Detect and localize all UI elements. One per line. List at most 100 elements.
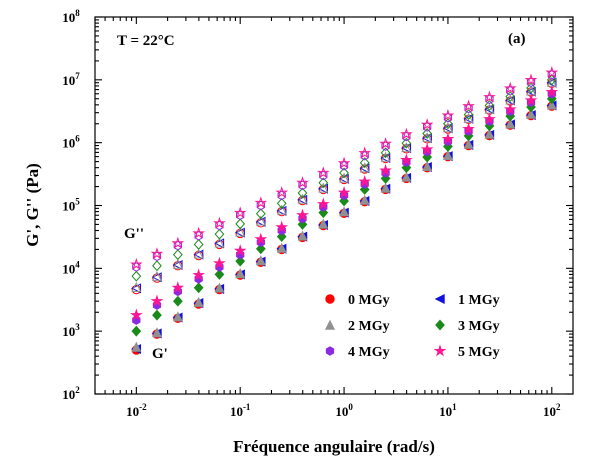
legend-marker: [434, 293, 445, 305]
point-gdouble-5-mgy: [275, 186, 289, 199]
point-gprime-3-mgy: [235, 255, 246, 267]
legend-marker: [435, 319, 445, 331]
point-gprime-5-mgy: [400, 153, 413, 166]
point-gprime-5-mgy: [545, 85, 559, 98]
point-gprime-2-mgy: [255, 255, 266, 266]
point-gdouble-5-mgy: [462, 99, 475, 112]
point-gdouble-1-mgy: [380, 152, 391, 164]
point-gprime-2-mgy: [193, 296, 204, 307]
point-gdouble-2-mgy: [172, 258, 183, 269]
point-gprime-5-mgy: [316, 197, 330, 210]
point-gdouble-5-mgy: [296, 176, 309, 189]
point-gdouble-3-mgy: [443, 118, 453, 130]
point-gdouble-2-mgy: [297, 193, 308, 204]
point-gprime-2-mgy: [318, 218, 329, 229]
point-gdouble-4-mgy: [277, 190, 286, 201]
point-gdouble-2-mgy: [131, 281, 142, 292]
point-gdouble-3-mgy: [359, 157, 370, 169]
point-gdouble-3-mgy: [318, 177, 329, 189]
point-gprime-3-mgy: [546, 93, 557, 105]
point-gprime-5-mgy: [130, 308, 143, 321]
point-gprime-3-mgy: [214, 268, 225, 280]
y-tick-label: 108: [62, 8, 80, 25]
point-gprime-2-mgy: [380, 182, 391, 193]
point-gprime-2-mgy: [422, 161, 433, 172]
point-gdouble-4-mgy: [215, 220, 224, 231]
point-gdouble-5-mgy: [171, 236, 185, 249]
temperature-annotation: T = 22°C: [117, 33, 175, 49]
point-gdouble-3-mgy: [546, 74, 557, 86]
point-gdouble-3-mgy: [380, 147, 391, 159]
point-gdouble-4-mgy: [360, 150, 369, 161]
point-gprime-5-mgy: [275, 220, 289, 233]
point-gdouble-5-mgy: [503, 81, 517, 94]
point-gprime-3-mgy: [193, 282, 204, 294]
x-tick-label: 102: [543, 402, 561, 419]
x-axis-title: Fréquence angulaire (rad/s): [233, 437, 435, 456]
point-gdouble-5-mgy: [337, 156, 351, 169]
point-gdouble-5-mgy: [192, 226, 205, 239]
point-gdouble-4-mgy: [152, 251, 162, 262]
point-gdouble-5-mgy: [150, 247, 164, 260]
point-gdouble-1-mgy: [214, 238, 225, 249]
axes-ticks: [94, 16, 573, 395]
point-gprime-5-mgy: [503, 102, 517, 115]
point-gdouble-4-mgy: [443, 112, 453, 123]
point-gprime-3-mgy: [255, 243, 266, 255]
point-gdouble-1-mgy: [463, 113, 474, 124]
point-gdouble-5-mgy: [545, 66, 559, 79]
point-gdouble-5-mgy: [420, 118, 434, 131]
point-gdouble-2-mgy: [151, 270, 162, 281]
point-gdouble-3-mgy: [463, 109, 474, 121]
point-gprime-5-mgy: [483, 112, 496, 125]
panel-label: (a): [508, 31, 526, 47]
point-gdouble-4-mgy: [339, 160, 349, 171]
y-axis-title: G', G'' (Pa): [23, 163, 42, 247]
point-gprime-2-mgy: [442, 149, 453, 160]
g-prime-label: G': [152, 346, 168, 362]
point-gdouble-4-mgy: [319, 170, 328, 181]
point-gdouble-5-mgy: [130, 257, 143, 270]
legend-label: 1 MGy: [458, 293, 500, 308]
point-gprime-2-mgy: [505, 118, 516, 129]
point-gdouble-4-mgy: [547, 70, 556, 80]
point-gdouble-3-mgy: [526, 82, 536, 94]
point-gdouble-5-mgy: [233, 206, 247, 219]
x-tick-label: 101: [439, 402, 457, 419]
point-gdouble-3-mgy: [297, 187, 308, 199]
point-gdouble-1-mgy: [484, 104, 495, 115]
point-gdouble-1-mgy: [421, 133, 432, 144]
point-gdouble-1-mgy: [193, 249, 204, 260]
point-gprime-5-mgy: [462, 122, 475, 135]
point-gprime-5-mgy: [171, 281, 185, 294]
point-gdouble-1-mgy: [131, 283, 142, 294]
point-gdouble-3-mgy: [214, 228, 225, 240]
point-gdouble-1-mgy: [151, 272, 162, 283]
legend-marker: [325, 346, 335, 356]
point-gprime-5-mgy: [379, 163, 392, 176]
point-gdouble-4-mgy: [381, 141, 390, 151]
point-gdouble-4-mgy: [194, 230, 203, 241]
point-gdouble-2-mgy: [276, 204, 287, 215]
legend-marker: [325, 294, 335, 304]
y-tick-label: 106: [62, 134, 80, 151]
point-gdouble-3-mgy: [339, 167, 349, 179]
point-gprime-2-mgy: [526, 108, 537, 119]
point-gdouble-1-mgy: [401, 143, 412, 154]
x-tick-label: 10-2: [126, 402, 147, 419]
point-gdouble-4-mgy: [526, 77, 536, 88]
point-gdouble-3-mgy: [193, 238, 204, 250]
y-tick-labels: 102 103 104 105 106 107 108: [62, 8, 80, 402]
point-gprime-5-mgy: [420, 142, 434, 155]
point-gprime-2-mgy: [484, 128, 495, 139]
point-gdouble-4-mgy: [464, 103, 473, 114]
point-gdouble-1-mgy: [338, 173, 349, 184]
y-tick-label: 104: [62, 259, 80, 276]
point-gprime-5-mgy: [296, 208, 309, 221]
legend-label: 0 MGy: [348, 293, 390, 308]
point-gdouble-2-mgy: [235, 226, 246, 237]
point-gdouble-2-mgy: [380, 151, 391, 162]
point-gdouble-3-mgy: [152, 260, 162, 272]
data-points: [130, 66, 559, 355]
